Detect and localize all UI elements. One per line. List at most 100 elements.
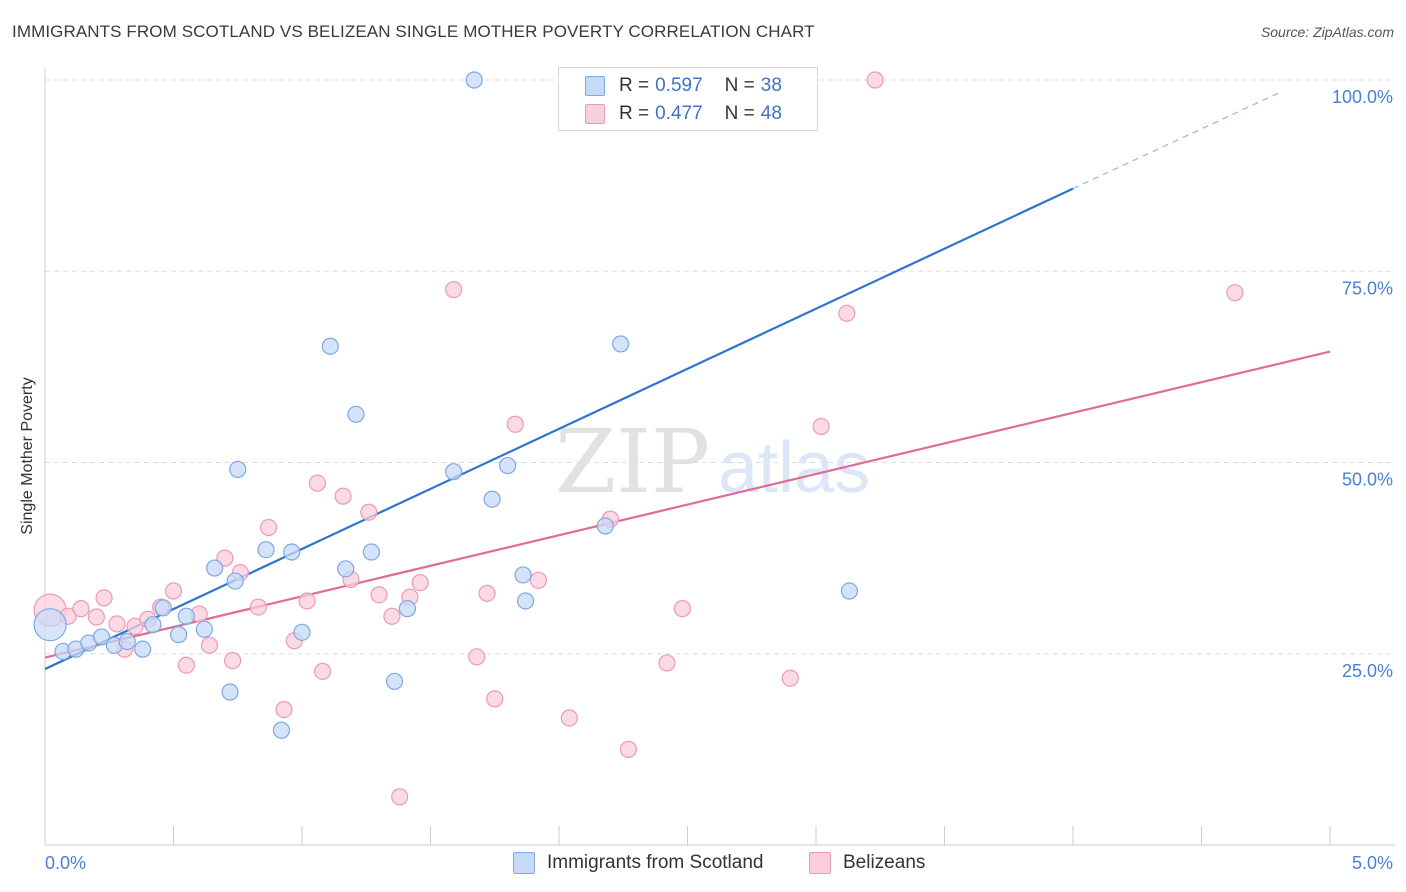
scotland-point: [170, 626, 188, 644]
legend-r-label: R =: [619, 103, 650, 124]
scotland-point: [118, 632, 136, 651]
belizeans-point: [360, 503, 378, 521]
legend-item-label: Belizeans: [843, 852, 926, 873]
scotland-point: [840, 582, 859, 600]
belizeans-point: [216, 549, 234, 567]
scotland-point: [516, 592, 535, 610]
belizeans-point: [72, 600, 90, 618]
belizeans-point: [619, 740, 637, 758]
belizeans-point: [411, 574, 429, 592]
belizeans-point: [308, 474, 327, 492]
scotland-point: [177, 607, 195, 625]
legend-n-value: 48: [760, 103, 782, 124]
legend-swatch-blue: [513, 852, 535, 874]
x-tick-label: 5.0%: [1352, 853, 1393, 873]
scotland-point: [465, 71, 483, 89]
scotland-point: [257, 541, 275, 559]
y-tick-label: 75.0%: [1342, 278, 1393, 298]
belizeans-point: [529, 571, 548, 589]
belizeans-point: [108, 615, 126, 633]
belizeans-point: [334, 487, 352, 505]
y-axis-label: Single Mother Poverty: [19, 377, 36, 535]
scotland-point: [337, 560, 355, 578]
scotland-point: [385, 672, 404, 690]
legend-n-label: N =: [724, 75, 755, 96]
legend-swatch-pink: [809, 852, 831, 874]
belizeans-point: [298, 592, 316, 610]
belizeans-point: [1226, 284, 1244, 302]
scotland-point: [206, 559, 224, 577]
belizeans-point: [445, 281, 463, 299]
legend-swatch-blue: [585, 76, 605, 96]
belizeans-point: [259, 518, 278, 537]
belizeans-point: [838, 304, 856, 322]
belizeans-point: [478, 584, 496, 602]
chart-title: IMMIGRANTS FROM SCOTLAND VS BELIZEAN SIN…: [12, 22, 815, 41]
trend-line-scotland-extension: [1072, 92, 1279, 190]
belizeans-point: [95, 589, 113, 607]
scotland-point: [229, 460, 247, 478]
belizeans-point: [249, 598, 267, 616]
belizeans-point: [87, 608, 106, 626]
scotland-point: [134, 640, 152, 658]
scotland-point: [362, 543, 380, 561]
trend-line-scotland: [44, 187, 1074, 671]
correlation-legend: R = 0.597 N = 38 R = 0.477 N = 48: [558, 67, 818, 131]
belizeans-point: [673, 600, 691, 618]
watermark: ZIP atlas: [555, 410, 870, 513]
y-tick-label: 100.0%: [1332, 87, 1393, 107]
belizeans-point: [224, 652, 242, 670]
scotland-point: [195, 620, 213, 638]
watermark-zip: ZIP: [555, 410, 710, 513]
scotland-point: [483, 490, 501, 508]
belizeans-point: [560, 709, 578, 727]
scotland-point: [445, 463, 463, 481]
belizeans-point: [866, 71, 884, 89]
scotland-point: [612, 335, 630, 353]
legend-n-label: N =: [724, 103, 755, 124]
scotland-point: [398, 600, 416, 618]
watermark-atlas: atlas: [718, 428, 870, 508]
legend-r-label: R =: [619, 75, 650, 96]
belizeans-point: [781, 669, 799, 687]
belizeans-point: [486, 690, 504, 708]
belizeans-point: [658, 654, 676, 672]
scotland-point: [283, 543, 301, 561]
belizeans-point: [275, 700, 293, 719]
belizeans-point: [506, 415, 524, 433]
belizeans-point: [313, 662, 332, 680]
tick-labels: 25.0% 50.0% 75.0% 100.0% 0.0% 5.0%: [45, 87, 1393, 873]
legend-item-belizeans[interactable]: Belizeans: [809, 852, 925, 874]
scotland-point: [154, 599, 172, 617]
scotland-point: [321, 337, 339, 355]
grid-lines: [45, 79, 1395, 655]
belizeans-point: [177, 656, 195, 674]
belizeans-point: [812, 417, 830, 436]
series-legend: Immigrants from Scotland Belizeans: [0, 852, 1406, 878]
legend-row-belizeans: R = 0.477 N = 48: [585, 101, 782, 127]
belizeans-point: [370, 586, 388, 604]
scotland-point: [92, 628, 111, 646]
belizeans-point: [164, 582, 183, 600]
belizeans-point: [468, 648, 486, 666]
scotland-point: [499, 456, 517, 475]
scotland-point: [514, 566, 532, 584]
scotland-point: [293, 623, 311, 641]
belizeans-point: [391, 788, 409, 806]
y-tick-label: 25.0%: [1342, 661, 1393, 681]
scotland-point: [33, 608, 67, 642]
scotland-point: [272, 721, 291, 739]
scotland-point: [221, 683, 239, 701]
y-tick-label: 50.0%: [1342, 470, 1393, 490]
legend-n-value: 38: [760, 75, 782, 96]
legend-item-label: Immigrants from Scotland: [547, 852, 764, 873]
x-tick-label: 0.0%: [45, 853, 86, 873]
legend-r-value: 0.597: [655, 75, 703, 96]
legend-r-value: 0.477: [655, 103, 703, 124]
scotland-point: [144, 616, 162, 634]
axes: [44, 68, 1395, 846]
belizeans-point: [200, 636, 219, 654]
legend-item-scotland[interactable]: Immigrants from Scotland: [513, 852, 763, 874]
legend-row-scotland: R = 0.597 N = 38: [585, 73, 782, 99]
